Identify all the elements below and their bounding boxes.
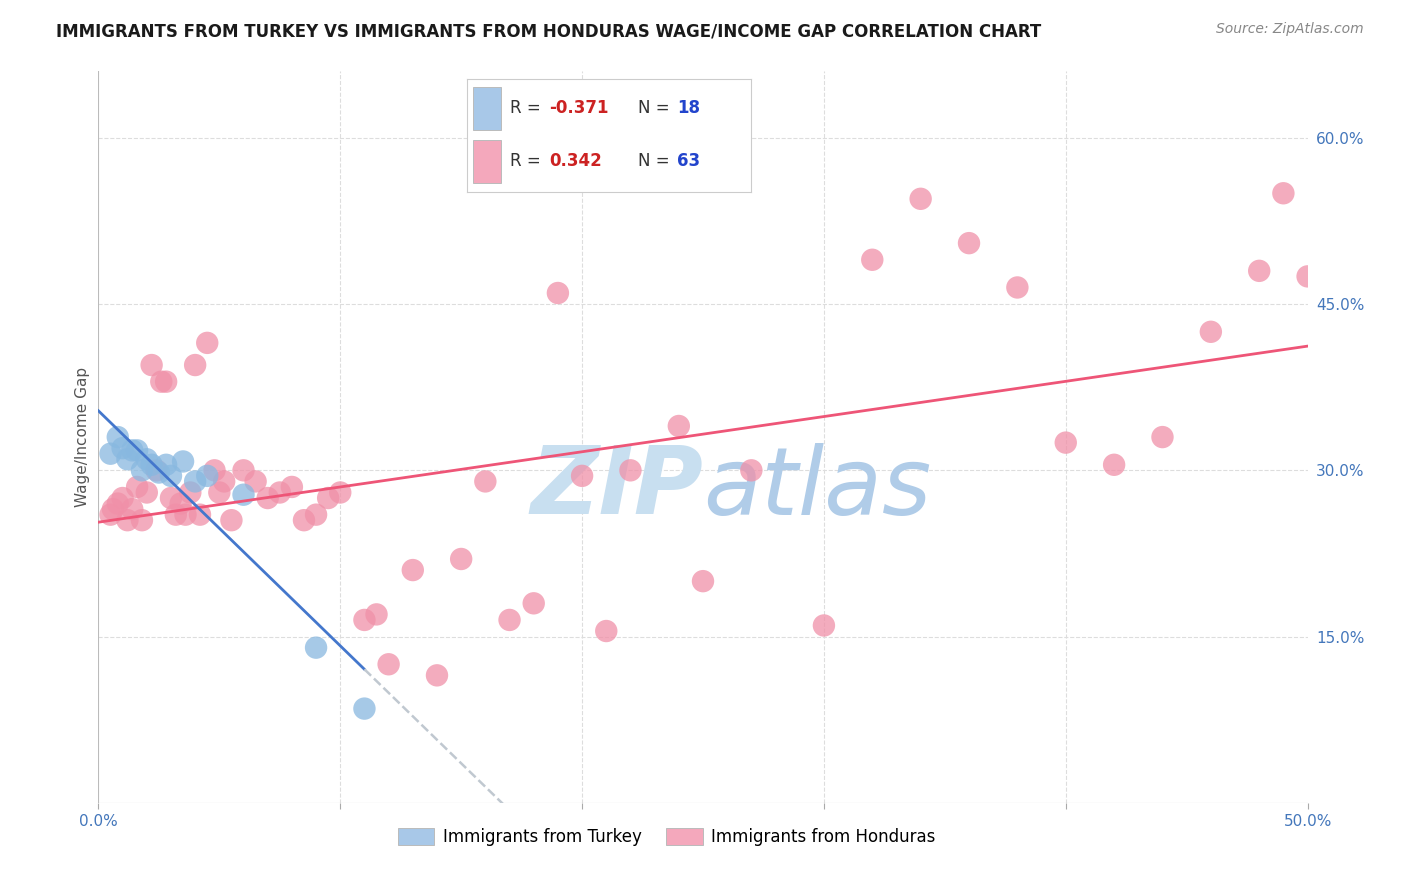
Point	[571, 468, 593, 483]
Point	[474, 475, 496, 489]
Point	[547, 285, 569, 300]
Point	[155, 375, 177, 389]
Point	[305, 640, 328, 655]
Point	[595, 624, 617, 638]
Point	[131, 463, 153, 477]
Point	[860, 252, 883, 267]
Point	[281, 480, 304, 494]
Point	[172, 454, 194, 468]
Point	[426, 668, 449, 682]
Point	[135, 485, 157, 500]
Point	[204, 463, 226, 477]
Point	[402, 563, 425, 577]
Point	[316, 491, 339, 505]
Point	[101, 502, 124, 516]
Point	[1249, 264, 1271, 278]
Point	[160, 468, 183, 483]
Point	[188, 508, 211, 522]
Text: ZIP: ZIP	[530, 442, 703, 534]
Point	[1296, 269, 1319, 284]
Point	[813, 618, 835, 632]
Point	[107, 497, 129, 511]
Point	[100, 447, 122, 461]
Point	[232, 463, 254, 477]
Point	[292, 513, 315, 527]
Point	[353, 701, 375, 715]
Point	[141, 458, 163, 472]
Point	[165, 508, 187, 522]
Point	[1320, 375, 1343, 389]
Point	[498, 613, 520, 627]
Point	[145, 463, 167, 477]
Point	[1007, 280, 1029, 294]
Point	[329, 485, 352, 500]
Point	[121, 443, 143, 458]
Point	[117, 452, 139, 467]
Legend: Immigrants from Turkey, Immigrants from Honduras: Immigrants from Turkey, Immigrants from …	[391, 822, 942, 853]
Y-axis label: Wage/Income Gap: Wage/Income Gap	[75, 367, 90, 508]
Point	[160, 491, 183, 505]
Point	[619, 463, 641, 477]
Point	[1102, 458, 1125, 472]
Point	[957, 236, 980, 251]
Point	[100, 508, 122, 522]
Point	[1152, 430, 1174, 444]
Point	[910, 192, 932, 206]
Point	[127, 480, 149, 494]
Point	[155, 458, 177, 472]
Point	[184, 475, 207, 489]
Point	[107, 430, 129, 444]
Point	[1054, 435, 1077, 450]
Point	[353, 613, 375, 627]
Point	[692, 574, 714, 589]
Point	[150, 375, 173, 389]
Point	[195, 335, 218, 350]
Point	[184, 358, 207, 372]
Point	[523, 596, 546, 610]
Text: IMMIGRANTS FROM TURKEY VS IMMIGRANTS FROM HONDURAS WAGE/INCOME GAP CORRELATION C: IMMIGRANTS FROM TURKEY VS IMMIGRANTS FRO…	[56, 22, 1042, 40]
Point	[377, 657, 399, 672]
Point	[668, 419, 690, 434]
Point	[117, 513, 139, 527]
Point	[135, 452, 157, 467]
Text: atlas: atlas	[703, 442, 931, 533]
Point	[148, 466, 170, 480]
Point	[232, 488, 254, 502]
Point	[127, 443, 149, 458]
Point	[212, 475, 235, 489]
Point	[305, 508, 328, 522]
Point	[221, 513, 243, 527]
Point	[740, 463, 762, 477]
Point	[450, 552, 472, 566]
Point	[1199, 325, 1222, 339]
Point	[1272, 186, 1295, 201]
Point	[111, 441, 134, 455]
Point	[195, 468, 218, 483]
Point	[169, 497, 191, 511]
Point	[174, 508, 197, 522]
Point	[366, 607, 388, 622]
Text: Source: ZipAtlas.com: Source: ZipAtlas.com	[1216, 22, 1364, 37]
Point	[111, 491, 134, 505]
Point	[179, 485, 201, 500]
Point	[208, 485, 231, 500]
Point	[131, 513, 153, 527]
Point	[256, 491, 278, 505]
Point	[269, 485, 291, 500]
Point	[141, 358, 163, 372]
Point	[121, 502, 143, 516]
Point	[245, 475, 267, 489]
